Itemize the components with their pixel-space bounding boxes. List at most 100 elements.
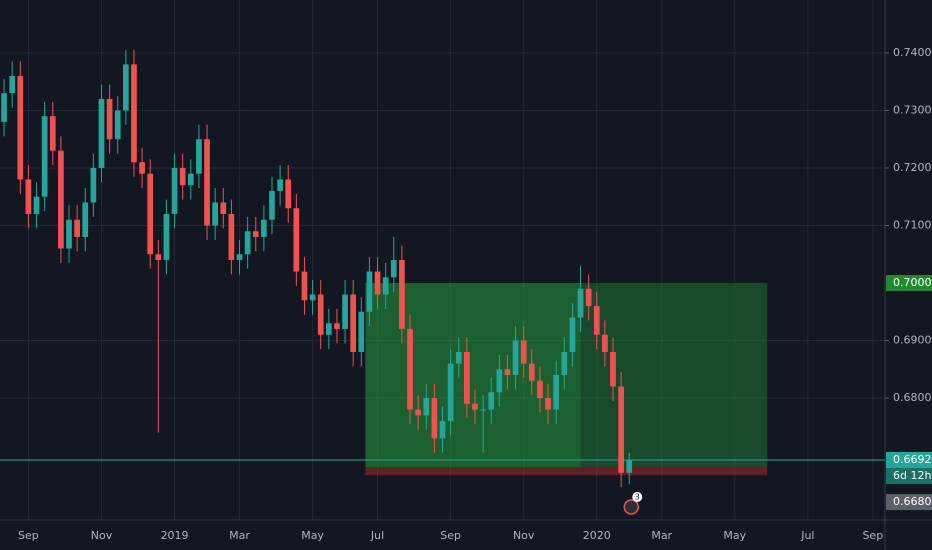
- x-tick-label: Sep: [862, 529, 883, 542]
- candle-body: [602, 334, 608, 353]
- candle-body: [196, 139, 202, 174]
- candle-body: [390, 260, 397, 278]
- candle-body: [269, 190, 275, 220]
- candle-body: [431, 398, 438, 439]
- candle-body: [252, 231, 259, 237]
- candle-body: [90, 167, 97, 203]
- x-tick-label: May: [301, 529, 324, 542]
- countdown-bg: [886, 468, 932, 485]
- last-price-label-bg: [886, 452, 932, 469]
- profit-zone-filled: [365, 283, 581, 468]
- candle-body: [382, 277, 389, 295]
- x-tick-label: Mar: [651, 529, 672, 542]
- candle-body: [204, 139, 210, 226]
- candle-body: [301, 271, 308, 301]
- candle-body: [342, 294, 348, 330]
- candle-body: [407, 329, 413, 410]
- candle-body: [504, 369, 511, 376]
- candle-body: [358, 311, 365, 353]
- candle-body: [480, 409, 486, 411]
- x-tick-label: Jul: [800, 529, 814, 542]
- x-tick-label: 2019: [161, 529, 189, 542]
- candle-body: [139, 162, 145, 174]
- candle-body: [593, 306, 600, 335]
- candle-body: [106, 98, 113, 140]
- candle-body: [561, 352, 568, 376]
- candle-body: [553, 375, 560, 410]
- event-count: 3: [635, 493, 640, 502]
- candle-body: [155, 254, 162, 260]
- candle-body: [49, 116, 56, 151]
- last-price-label: 0.66923: [893, 453, 932, 466]
- candle-body: [277, 179, 283, 191]
- candle-body: [114, 110, 121, 140]
- candle-body: [17, 75, 24, 180]
- candle-body: [244, 231, 251, 255]
- candle-body: [350, 294, 357, 353]
- candle-body: [415, 409, 421, 416]
- candle-body: [293, 208, 300, 272]
- event-count-bg: [632, 492, 643, 502]
- candle-body: [58, 150, 64, 249]
- entry-price-label-bg: [886, 494, 932, 511]
- candle-body: [537, 380, 543, 399]
- candle-body: [41, 116, 48, 197]
- candle-body: [309, 294, 316, 301]
- candle-body: [520, 340, 527, 364]
- candle-body: [399, 260, 405, 330]
- candle-body: [171, 167, 178, 214]
- candle-body: [447, 363, 454, 422]
- candle-body: [98, 98, 105, 168]
- loss-zone: [365, 467, 768, 476]
- candle-body: [334, 323, 340, 330]
- candle-body: [545, 398, 551, 410]
- x-tick-label: Mar: [229, 529, 250, 542]
- candle-body: [423, 398, 430, 416]
- candle-body: [496, 369, 503, 393]
- candle-body: [212, 202, 219, 226]
- x-tick-label: Nov: [513, 529, 535, 542]
- candle-body: [374, 271, 381, 295]
- candle-body: [577, 288, 584, 318]
- x-tick-label: Sep: [18, 529, 39, 542]
- y-tick-label: 0.68000: [893, 391, 932, 404]
- candle-body: [455, 352, 462, 364]
- candle-body: [618, 386, 624, 473]
- candle-body: [220, 202, 227, 214]
- candle-body: [528, 363, 535, 381]
- x-tick-label: May: [723, 529, 746, 542]
- candle-body: [285, 179, 292, 209]
- candle-body: [66, 219, 72, 249]
- candle-body: [236, 254, 243, 260]
- candle-body: [317, 294, 324, 335]
- candle-body: [9, 75, 16, 94]
- x-tick-label: Sep: [440, 529, 461, 542]
- candle-body: [131, 64, 137, 163]
- candle-body: [1, 93, 7, 122]
- candle-body: [464, 352, 470, 404]
- candle-body: [123, 64, 129, 111]
- x-tick-label: Jul: [370, 529, 384, 542]
- candle-body: [585, 288, 592, 307]
- candle-body: [25, 179, 32, 214]
- x-tick-label: Nov: [91, 529, 113, 542]
- entry-price-label: 0.66800: [893, 495, 932, 508]
- countdown: 6d 12h: [893, 469, 931, 482]
- candle-body: [488, 392, 495, 410]
- candle-body: [610, 352, 616, 387]
- candle-body: [569, 317, 576, 353]
- candle-body: [33, 196, 40, 214]
- candle-body: [228, 213, 235, 260]
- candle-body: [187, 173, 194, 186]
- candle-body: [163, 213, 170, 260]
- candle-body: [179, 167, 186, 186]
- candle-body: [439, 421, 446, 439]
